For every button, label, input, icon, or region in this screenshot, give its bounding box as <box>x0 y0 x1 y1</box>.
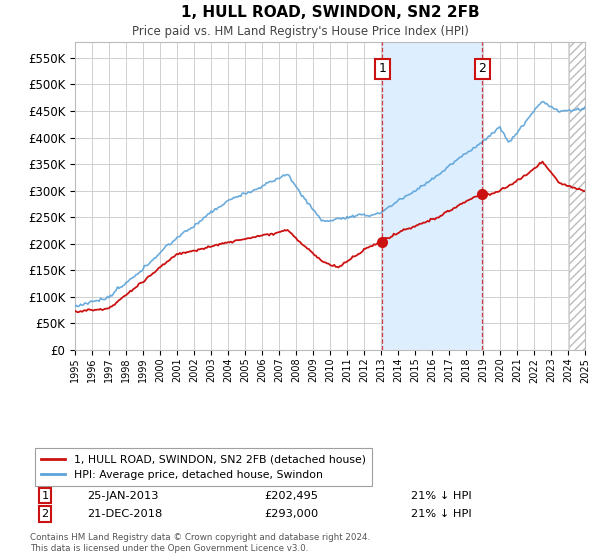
Text: 21% ↓ HPI: 21% ↓ HPI <box>411 491 472 501</box>
Text: 25-JAN-2013: 25-JAN-2013 <box>87 491 158 501</box>
Text: Contains HM Land Registry data © Crown copyright and database right 2024.
This d: Contains HM Land Registry data © Crown c… <box>30 533 370 553</box>
Text: 21-DEC-2018: 21-DEC-2018 <box>87 509 162 519</box>
Title: 1, HULL ROAD, SWINDON, SN2 2FB: 1, HULL ROAD, SWINDON, SN2 2FB <box>181 5 479 20</box>
Text: £293,000: £293,000 <box>264 509 318 519</box>
Bar <box>382 42 482 350</box>
Text: 2: 2 <box>479 62 487 75</box>
Text: 1: 1 <box>378 62 386 75</box>
Bar <box>569 42 585 350</box>
Bar <box>569 42 585 350</box>
Text: £202,495: £202,495 <box>264 491 318 501</box>
Text: Price paid vs. HM Land Registry's House Price Index (HPI): Price paid vs. HM Land Registry's House … <box>131 25 469 38</box>
Text: 1: 1 <box>41 491 49 501</box>
Text: 21% ↓ HPI: 21% ↓ HPI <box>411 509 472 519</box>
Text: 2: 2 <box>41 509 49 519</box>
Legend: 1, HULL ROAD, SWINDON, SN2 2FB (detached house), HPI: Average price, detached ho: 1, HULL ROAD, SWINDON, SN2 2FB (detached… <box>35 448 372 486</box>
